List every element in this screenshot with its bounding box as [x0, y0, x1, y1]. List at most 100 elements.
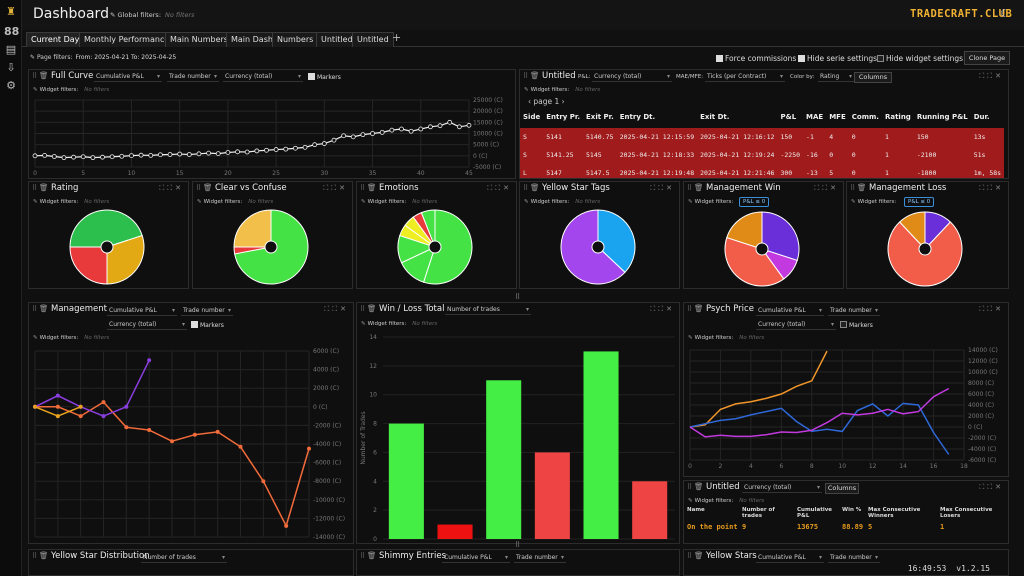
metric-select[interactable]: Cumulative P&L	[442, 553, 510, 563]
drag-handle-icon[interactable]: ⠿	[687, 552, 693, 560]
drag-handle-icon[interactable]: ⠿	[32, 72, 38, 80]
col-header[interactable]: Name	[687, 507, 705, 513]
maemfe-select[interactable]: Ticks (per Contract)	[705, 72, 785, 82]
color-by-select[interactable]: Rating	[818, 72, 854, 82]
journal-icon[interactable]: ▤	[5, 43, 17, 56]
widget-controls[interactable]: ⛶⛶✕	[979, 305, 1004, 313]
tab-monthly-performance[interactable]: Monthly Performance	[79, 32, 175, 47]
x-axis-select[interactable]: Trade number	[514, 553, 566, 563]
tab-main-numbers[interactable]: Main Numbers	[165, 32, 233, 47]
drag-handle-icon[interactable]: ⠿	[196, 184, 202, 192]
x-axis-select[interactable]: Trade number	[181, 306, 233, 316]
trash-icon[interactable]: 🗑	[857, 183, 867, 192]
global-filters[interactable]: ✎ Global filters: No filters	[110, 11, 195, 19]
col-header[interactable]: Entry Dt.	[619, 113, 656, 121]
drag-handle-icon[interactable]: ⠿	[32, 552, 38, 560]
x-axis-select[interactable]: Trade number	[828, 306, 880, 316]
trash-icon[interactable]: 🗑	[367, 551, 377, 560]
markers-toggle[interactable]: Markers	[840, 321, 873, 329]
col-header[interactable]: Side	[523, 113, 541, 121]
table-row[interactable]: S 5141 5140.75 2025-04-21 12:15:59 2025-04-2…	[520, 128, 1005, 146]
col-header[interactable]: Max Consecutive Losers	[940, 507, 993, 519]
widget-controls[interactable]: ⛶⛶✕	[979, 72, 1004, 80]
drag-handle-icon[interactable]: ⠿	[360, 552, 366, 560]
drag-handle-icon[interactable]: ⠿	[32, 184, 38, 192]
columns-button[interactable]: Columns	[854, 72, 892, 83]
metric-select[interactable]: Number of trades	[141, 553, 227, 563]
widget-controls[interactable]: ⛶⛶✕	[650, 184, 675, 192]
col-header[interactable]: P&L	[780, 113, 797, 121]
trash-icon[interactable]: 🗑	[203, 183, 213, 192]
force-commissions-toggle[interactable]: Force commissions	[716, 54, 796, 63]
drag-handle-icon[interactable]: ⠿	[523, 72, 529, 80]
currency-select[interactable]: Currency (total)	[742, 483, 822, 493]
trash-icon[interactable]: 🗑	[39, 551, 49, 560]
table-row[interactable]: L 5147 5147.5 2025-04-21 12:19:48 2025-04-21…	[520, 164, 1005, 178]
trash-icon[interactable]: 🗑	[39, 183, 49, 192]
hide-widget-toggle[interactable]: Hide widget settings	[877, 54, 963, 63]
currency-select[interactable]: Currency (total)	[107, 320, 187, 330]
widget-filters[interactable]: ✎ Widget filters: No filters	[361, 321, 438, 327]
metric-select[interactable]: Number of trades	[445, 305, 531, 315]
clone-page-button[interactable]: Clone Page	[964, 51, 1010, 65]
widget-controls[interactable]: ⛶⛶✕	[323, 184, 348, 192]
markers-toggle[interactable]: Markers	[308, 73, 341, 81]
widget-controls[interactable]: ⛶⛶✕	[324, 305, 349, 313]
col-header[interactable]: Comm.	[851, 113, 879, 121]
metric-select[interactable]: Cumulative P&L	[756, 306, 824, 316]
widget-filters[interactable]: ✎ Widget filters: No filters	[33, 87, 110, 93]
widget-filters[interactable]: ✎ Widget filters:	[851, 199, 897, 205]
drag-handle-icon[interactable]: ⠿	[32, 305, 38, 313]
settings-icon[interactable]: ⚙	[6, 79, 16, 92]
widget-controls[interactable]: ⛶⛶✕	[979, 184, 1004, 192]
drag-handle-icon[interactable]: ⠿	[360, 305, 366, 313]
widget-filters[interactable]: ✎ Widget filters: No filters	[33, 199, 110, 205]
widget-controls[interactable]: ⛶⛶✕	[159, 184, 184, 192]
trash-icon[interactable]: 🗑	[367, 183, 377, 192]
widget-controls[interactable]: ⛶⛶✕	[979, 483, 1004, 491]
metric-select[interactable]: Cumulative P&L	[94, 72, 162, 82]
metric-select[interactable]: Cumulative P&L	[756, 553, 824, 563]
tab-numbers[interactable]: Numbers	[272, 32, 319, 47]
trash-icon[interactable]: 🗑	[530, 71, 540, 80]
col-header[interactable]: MFE	[829, 113, 846, 121]
trash-icon[interactable]: 🗑	[39, 71, 49, 80]
pagination[interactable]: ‹ page 1 ›	[528, 97, 565, 106]
currency-select[interactable]: Currency (total)	[756, 320, 836, 330]
tab-current-day[interactable]: Current Day	[26, 32, 85, 47]
col-header[interactable]: Running P&L	[916, 113, 968, 121]
widget-filters[interactable]: ✎ Widget filters: No filters	[33, 335, 110, 341]
drag-handle-icon[interactable]: ⠿	[687, 305, 693, 313]
resize-handle-icon[interactable]: ⠿	[515, 293, 521, 301]
trash-icon[interactable]: 🗑	[530, 183, 540, 192]
drag-handle-icon[interactable]: ⠿	[850, 184, 856, 192]
import-icon[interactable]: ⇩	[6, 61, 16, 74]
trash-icon[interactable]: 🗑	[694, 482, 704, 491]
col-header[interactable]: Dur.	[973, 113, 990, 121]
drag-handle-icon[interactable]: ⠿	[687, 483, 693, 491]
col-header[interactable]: MAE	[806, 113, 824, 121]
x-axis-select[interactable]: Trade number	[828, 553, 880, 563]
trash-icon[interactable]: 🗑	[694, 183, 704, 192]
filter-chip[interactable]: P&L ≤ 0	[739, 197, 770, 207]
drag-handle-icon[interactable]: ⠿	[360, 184, 366, 192]
pnl-select[interactable]: Currency (total)	[592, 72, 672, 82]
metric-select[interactable]: Cumulative P&L	[107, 306, 177, 316]
hide-serie-toggle[interactable]: Hide serie settings	[798, 54, 877, 63]
widget-filters[interactable]: ✎ Widget filters: No filters	[688, 498, 765, 504]
columns-button[interactable]: Columns	[825, 483, 859, 494]
col-header[interactable]: Number of trades	[742, 507, 775, 519]
widget-filters[interactable]: ✎ Widget filters:	[688, 199, 734, 205]
table-row[interactable]: S 5141.25 5145 2025-04-21 12:18:33 2025-04-2…	[520, 146, 1005, 164]
col-header[interactable]: Exit Dt.	[700, 113, 730, 121]
col-header[interactable]: Cumulative P&L	[797, 507, 833, 519]
drag-handle-icon[interactable]: ⠿	[523, 184, 529, 192]
widget-controls[interactable]: ⛶⛶✕	[814, 184, 839, 192]
trash-icon[interactable]: 🗑	[367, 304, 377, 313]
page-filters[interactable]: ✎ Page filters: From: 2025-04-21 To: 2025…	[30, 54, 176, 61]
col-header[interactable]: Exit Pr.	[586, 113, 614, 121]
add-tab-icon[interactable]: +	[392, 31, 402, 44]
trash-icon[interactable]: 🗑	[39, 304, 49, 313]
table-row[interactable]: On the point 9 13675 88.89 5 1	[687, 523, 945, 531]
col-header[interactable]: Win %	[842, 507, 862, 513]
